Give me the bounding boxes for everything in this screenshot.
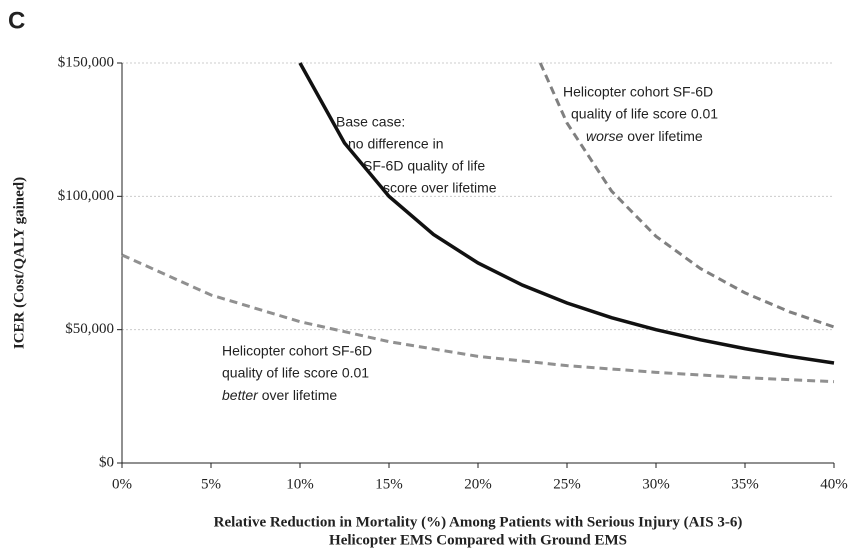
x-axis-title: Relative Reduction in Mortality (%) Amon… <box>214 514 743 530</box>
annotation-emphasis: better <box>222 387 259 403</box>
annotation: Base case: no difference in SF-6D qualit… <box>336 114 497 196</box>
x-tick-label: 25% <box>553 476 581 492</box>
x-tick-label: 40% <box>820 476 848 492</box>
annotation-line: score over lifetime <box>383 180 497 196</box>
annotation: Helicopter cohort SF-6D quality of life … <box>222 343 372 403</box>
y-tick-label: $50,000 <box>65 321 114 337</box>
panel-label: C <box>8 7 25 34</box>
line-series <box>538 62 835 329</box>
annotation-line: Base case: <box>336 114 405 130</box>
annotation-line: SF-6D quality of life <box>363 158 485 174</box>
annotation-text: over lifetime <box>258 387 338 403</box>
y-axis-title: ICER (Cost/QALY gained) <box>11 177 27 349</box>
annotation: Helicopter cohort SF-6D quality of life … <box>563 84 718 144</box>
annotation-line: Helicopter cohort SF-6D <box>222 343 372 359</box>
y-tick-label: $150,000 <box>58 54 114 70</box>
x-tick-label: 30% <box>642 476 670 492</box>
annotation-line: Helicopter cohort SF-6D <box>563 84 713 100</box>
y-tick-label: $100,000 <box>58 188 114 204</box>
x-axis-title: Helicopter EMS Compared with Ground EMS <box>329 532 627 548</box>
x-tick-label: 5% <box>201 476 221 492</box>
line-series <box>298 62 835 365</box>
y-tick-label: $0 <box>99 454 114 470</box>
x-tick-label: 20% <box>464 476 492 492</box>
annotation-line: no difference in <box>348 136 443 152</box>
x-tick-label: 35% <box>731 476 759 492</box>
x-tick-label: 15% <box>375 476 403 492</box>
annotation-line: worse over lifetime <box>586 128 703 144</box>
annotation-text: over lifetime <box>623 128 703 144</box>
line-series <box>121 253 835 384</box>
annotation-line: quality of life score 0.01 <box>222 365 369 381</box>
x-tick-label: 10% <box>286 476 314 492</box>
annotation-line: better over lifetime <box>222 387 337 403</box>
annotation-line: quality of life score 0.01 <box>571 106 718 122</box>
annotation-emphasis: worse <box>586 128 624 144</box>
x-tick-label: 0% <box>112 476 132 492</box>
